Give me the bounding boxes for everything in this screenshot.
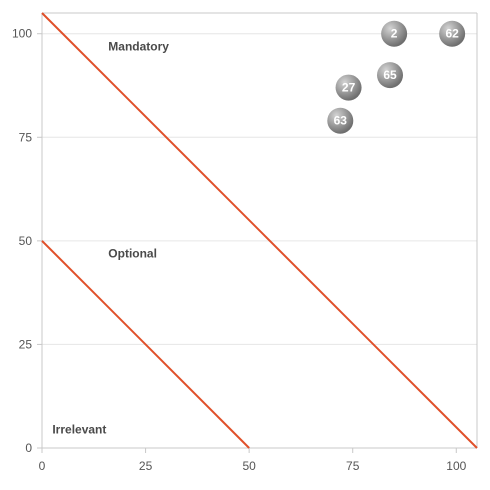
axes (37, 12, 478, 453)
zone-label-optional: Optional (108, 246, 157, 260)
zone-label-mandatory: Mandatory (108, 39, 169, 53)
data-point-bubble[interactable] (377, 62, 403, 89)
data-point-label: 2 (391, 27, 398, 41)
grid (42, 33, 477, 345)
data-point-bubble[interactable] (327, 107, 354, 134)
data-points: 2 62 65 27 63 (327, 20, 466, 134)
data-point[interactable]: 27 (335, 74, 362, 101)
data-point[interactable]: 2 (381, 20, 408, 47)
data-point-bubble[interactable] (381, 20, 408, 47)
data-point[interactable]: 65 (377, 62, 403, 89)
reference-lines (41, 12, 478, 449)
x-tick-label: 25 (139, 459, 153, 473)
reference-line-1 (41, 240, 250, 449)
y-tick-label: 100 (12, 27, 32, 41)
data-point-bubble[interactable] (335, 74, 362, 101)
reference-line-0 (41, 12, 478, 449)
data-point-label: 65 (383, 68, 397, 82)
x-tick-label: 0 (39, 459, 46, 473)
data-point-label: 63 (334, 114, 348, 128)
x-tick-label: 100 (446, 459, 466, 473)
x-tick-label: 50 (242, 459, 256, 473)
y-tick-label: 75 (19, 130, 33, 144)
data-point[interactable]: 62 (439, 20, 466, 47)
zone-labels: Mandatory Optional Irrelevant (52, 39, 169, 436)
data-point-bubble[interactable] (439, 20, 466, 47)
x-tick-label: 75 (346, 459, 360, 473)
data-point-label: 27 (342, 81, 356, 95)
y-tick-label: 25 (19, 337, 33, 351)
tick-labels: 0 25 50 75 100 0 25 50 75 100 (12, 27, 467, 473)
data-point-label: 62 (445, 27, 459, 41)
y-tick-label: 50 (19, 234, 33, 248)
zone-label-irrelevant: Irrelevant (52, 423, 106, 437)
data-point[interactable]: 63 (327, 107, 354, 134)
y-tick-label: 0 (25, 441, 32, 455)
